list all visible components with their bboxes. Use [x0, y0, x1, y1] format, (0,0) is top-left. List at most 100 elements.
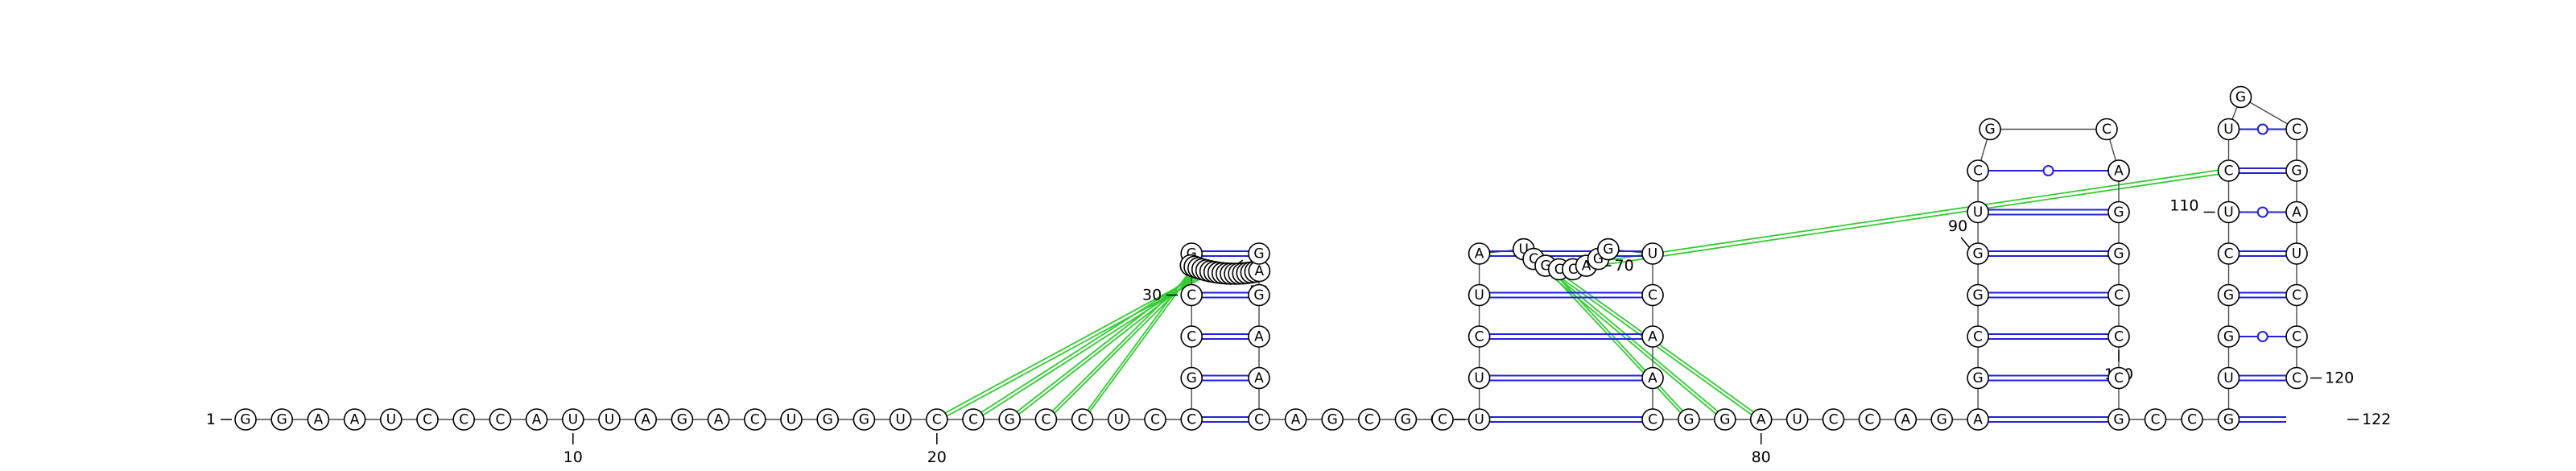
- svg-text:C: C: [1041, 412, 1051, 428]
- nucleotide-73: U: [1641, 242, 1664, 265]
- position-label-120: 120: [2310, 370, 2354, 387]
- svg-text:U: U: [1474, 412, 1484, 428]
- base-pair: [1988, 291, 2108, 299]
- base-pair: [1988, 250, 2108, 257]
- svg-text:C: C: [2114, 329, 2124, 345]
- base-pair: [1988, 416, 2108, 423]
- base-pair: [2239, 250, 2286, 257]
- base-pair: [1202, 374, 1249, 382]
- svg-text:G: G: [1973, 246, 1984, 262]
- svg-text:A: A: [1648, 329, 1657, 345]
- nucleotide-63: U: [1468, 283, 1491, 307]
- svg-text:C: C: [2292, 122, 2301, 138]
- svg-text:U: U: [605, 412, 614, 428]
- nucleotide-62: C: [1468, 325, 1491, 348]
- svg-text:G: G: [2291, 163, 2301, 180]
- nucleotide-82: C: [1822, 408, 1845, 431]
- nucleotide-108: G: [2217, 283, 2240, 307]
- pseudoknot-pair: [1545, 262, 1690, 423]
- nucleotide-106: U: [2217, 366, 2240, 390]
- svg-text:G: G: [240, 412, 250, 428]
- nucleotide-30: C: [1180, 283, 1203, 307]
- nucleotide-12: A: [634, 408, 658, 431]
- nucleotide-75: A: [1641, 325, 1664, 348]
- nucleotide-3: A: [307, 408, 330, 431]
- svg-text:U: U: [1114, 412, 1124, 428]
- svg-text:G: G: [1253, 287, 1264, 304]
- svg-text:A: A: [641, 412, 650, 428]
- nucleotide-60: U: [1468, 408, 1491, 431]
- nucleotide-88: C: [1967, 325, 1989, 348]
- svg-text:C: C: [1187, 412, 1196, 428]
- nucleotide-116: A: [2285, 200, 2308, 224]
- svg-text:110: 110: [2169, 197, 2198, 215]
- nucleotide-58: G: [1394, 408, 1418, 431]
- base-pair: [2239, 331, 2286, 342]
- nucleotide-26: C: [1144, 408, 1166, 431]
- base-pair: [1988, 333, 2108, 340]
- svg-text:U: U: [1973, 205, 1983, 221]
- svg-text:C: C: [1187, 329, 1196, 345]
- svg-text:U: U: [2223, 122, 2233, 138]
- svg-text:C: C: [2114, 287, 2124, 304]
- nucleotide-53: A: [1248, 366, 1270, 390]
- nucleotide-101: C: [2107, 366, 2130, 390]
- svg-text:G: G: [1683, 412, 1694, 428]
- base-pair: [2239, 291, 2286, 299]
- svg-text:C: C: [2114, 370, 2124, 386]
- nucleotide-22: G: [998, 408, 1021, 431]
- svg-text:C: C: [1648, 412, 1657, 428]
- nucleotide-61: U: [1468, 366, 1491, 390]
- nucleotide-56: G: [1321, 408, 1344, 431]
- svg-text:A: A: [1901, 412, 1910, 428]
- svg-text:C: C: [1150, 412, 1160, 428]
- nucleotide-15: C: [743, 408, 766, 431]
- svg-text:A: A: [1757, 412, 1766, 428]
- pseudoknot-pair: [1009, 266, 1203, 423]
- nucleotide-layer: GGAAUCCCAUUAGACUGGUCCGCCUCCGCCGCGGAGGUGU…: [234, 85, 2308, 431]
- nucleotide-28: G: [1180, 366, 1203, 390]
- nucleotide-74: C: [1641, 283, 1664, 307]
- svg-text:C: C: [1364, 412, 1374, 428]
- svg-text:G: G: [2223, 329, 2234, 345]
- svg-text:A: A: [314, 412, 324, 428]
- nucleotide-104: C: [2181, 408, 2203, 431]
- nucleotide-114: C: [2285, 118, 2308, 141]
- position-label-90: 90: [1948, 217, 1970, 248]
- svg-text:A: A: [2114, 163, 2124, 180]
- svg-text:U: U: [1474, 287, 1484, 304]
- position-label-30: 30: [1142, 287, 1179, 304]
- nucleotide-96: A: [2107, 159, 2130, 182]
- base-pair: [1202, 416, 1249, 423]
- svg-text:U: U: [1474, 370, 1484, 386]
- nucleotide-77: C: [1641, 408, 1664, 431]
- svg-text:20: 20: [927, 448, 947, 466]
- svg-text:G: G: [1005, 412, 1015, 428]
- svg-text:G: G: [1187, 370, 1197, 386]
- base-pair: [1202, 333, 1249, 340]
- nucleotide-54: C: [1248, 408, 1270, 431]
- nucleotide-57: C: [1358, 408, 1381, 431]
- svg-text:A: A: [1255, 263, 1265, 279]
- nucleotide-25: U: [1108, 408, 1130, 431]
- nucleotide-94: C: [2095, 118, 2118, 141]
- svg-text:C: C: [968, 412, 978, 428]
- base-pair: [1988, 165, 2108, 176]
- svg-text:U: U: [1648, 246, 1657, 262]
- nucleotide-113: G: [2229, 85, 2252, 109]
- nucleotide-105: G: [2217, 408, 2240, 431]
- base-pair: [2239, 206, 2286, 218]
- nucleotide-115: G: [2285, 159, 2308, 182]
- nucleotide-103: C: [2144, 408, 2167, 431]
- svg-text:A: A: [1254, 370, 1264, 386]
- svg-text:C: C: [2151, 412, 2161, 428]
- svg-text:U: U: [895, 412, 905, 428]
- base-pair: [1988, 209, 2108, 216]
- nucleotide-117: U: [2285, 242, 2308, 265]
- svg-text:1: 1: [206, 411, 216, 428]
- svg-text:G: G: [2113, 412, 2124, 428]
- nucleotide-19: U: [889, 408, 912, 431]
- nucleotide-78: G: [1678, 408, 1700, 431]
- nucleotide-20: C: [926, 408, 948, 431]
- nucleotide-98: G: [2107, 242, 2130, 265]
